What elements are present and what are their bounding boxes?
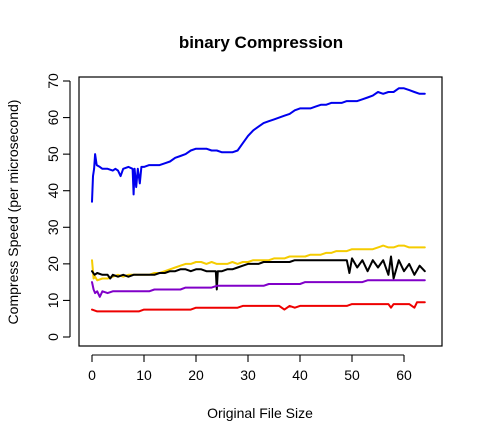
- x-tick-label: 20: [188, 367, 204, 383]
- series-layer: [91, 87, 426, 313]
- y-axis: 0 10 20 30 40 50 60 70: [45, 73, 71, 341]
- plot-area: [78, 76, 443, 347]
- y-tick-label: 0: [45, 333, 61, 341]
- chart-title: binary Compression: [179, 33, 343, 52]
- y-tick-label: 70: [45, 73, 61, 89]
- x-tick-label: 10: [136, 367, 152, 383]
- y-tick-label: 20: [45, 256, 61, 272]
- x-tick-label: 30: [240, 367, 256, 383]
- y-tick-label: 30: [45, 219, 61, 235]
- y-tick-label: 40: [45, 183, 61, 199]
- x-tick-label: 0: [88, 367, 96, 383]
- y-tick-label: 10: [45, 292, 61, 308]
- series-line-3: [91, 255, 426, 291]
- series-line-4: [91, 279, 426, 298]
- x-tick-label: 40: [292, 367, 308, 383]
- y-axis-label: Compress Speed (per microsecond): [5, 100, 21, 325]
- series-line-1: [91, 87, 426, 203]
- x-tick-label: 50: [344, 367, 360, 383]
- y-tick-label: 50: [45, 146, 61, 162]
- x-axis: 0 10 20 30 40 50 60: [88, 354, 412, 383]
- series-line-5: [91, 301, 426, 313]
- y-tick-label: 60: [45, 110, 61, 126]
- x-axis-label: Original File Size: [207, 405, 313, 421]
- x-tick-label: 60: [396, 367, 412, 383]
